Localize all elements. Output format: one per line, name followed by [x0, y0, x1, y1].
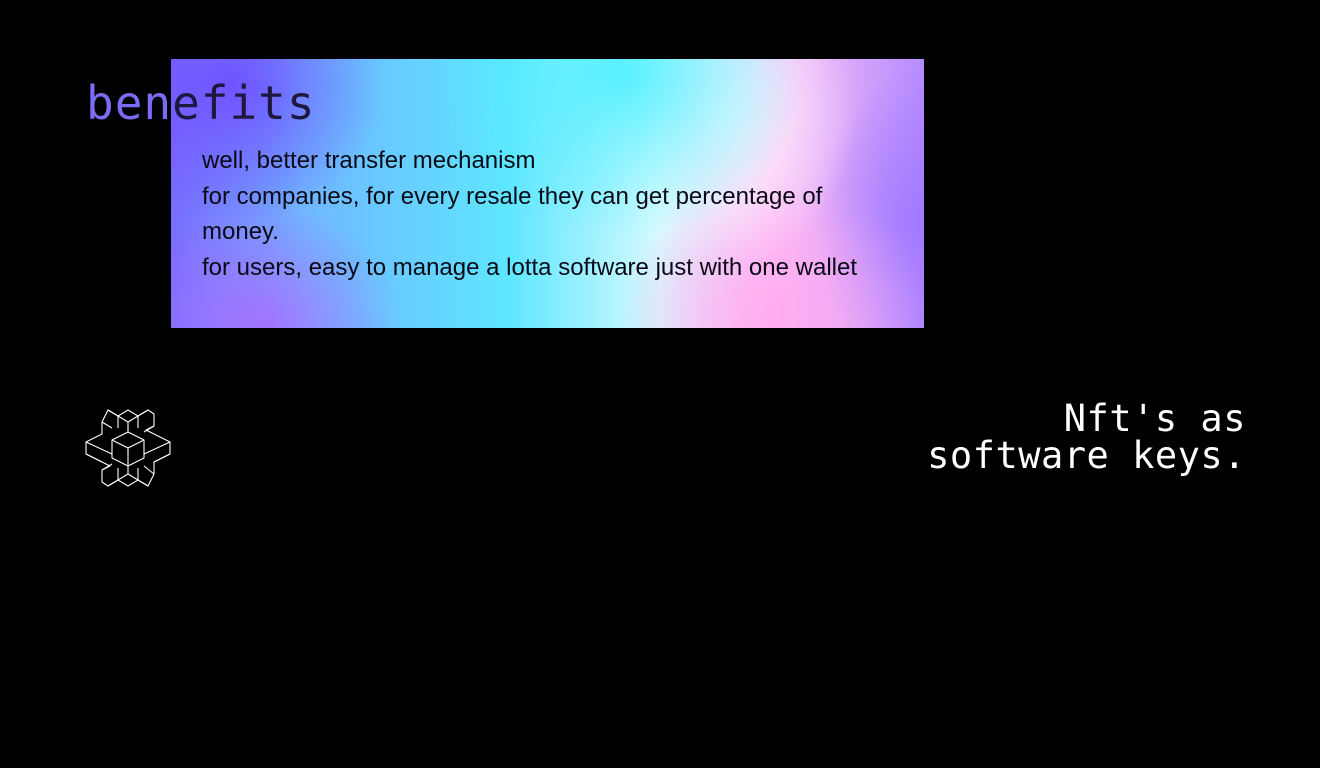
- slide-tagline: Nft's as software keys.: [927, 400, 1246, 474]
- benefit-line-2: for companies, for every resale they can…: [202, 182, 823, 246]
- slide-heading: benefits: [86, 76, 316, 130]
- gradient-card: [171, 59, 924, 328]
- benefits-text: well, better transfer mechanism for comp…: [202, 143, 902, 285]
- benefit-line-1: well, better transfer mechanism: [202, 147, 536, 174]
- geometric-cube-star-icon: [84, 408, 172, 488]
- benefit-line-3: for users, easy to manage a lotta softwa…: [202, 253, 857, 281]
- tagline-line-2: software keys.: [927, 434, 1246, 477]
- tagline-line-1: Nft's as: [1063, 397, 1246, 440]
